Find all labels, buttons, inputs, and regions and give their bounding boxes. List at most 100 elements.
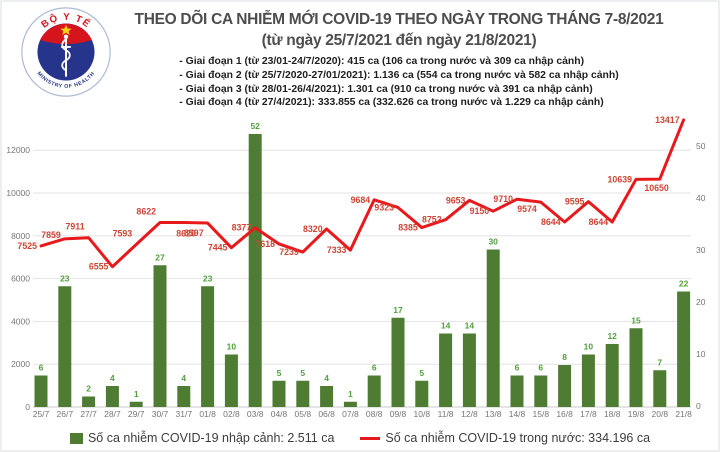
chart-title: THEO DÕI CA NHIỄM MỚI COVID-19 THEO NGÀY… xyxy=(134,11,664,28)
left-axis-tick-label: 4000 xyxy=(11,316,30,326)
x-axis-label-16/8: 16/8 xyxy=(556,409,573,419)
star-icon xyxy=(60,24,72,36)
left-axis-tick-label: 6000 xyxy=(11,274,30,284)
line-value-label: 8644 xyxy=(589,217,609,227)
logo-red-band xyxy=(40,23,92,45)
x-axis-label-19/8: 19/8 xyxy=(628,409,645,419)
bar-16/8 xyxy=(558,365,572,407)
bar-09/8 xyxy=(391,317,405,407)
line-value-label: 9323 xyxy=(374,202,394,212)
bar-value-label: 6 xyxy=(538,363,543,373)
bar-29/7 xyxy=(129,401,143,407)
left-axis-tick-label: 2000 xyxy=(11,359,30,369)
bar-value-label: 4 xyxy=(181,373,186,383)
bar-value-label: 10 xyxy=(584,342,594,352)
bar-value-label: 8 xyxy=(562,352,567,362)
bar-05/8 xyxy=(296,380,310,407)
left-axis-tick-label: 12000 xyxy=(6,145,30,155)
line-value-label: 7525 xyxy=(17,241,37,251)
staff-snake-icon xyxy=(60,34,72,77)
bar-02/8 xyxy=(224,354,238,407)
bar-value-label: 4 xyxy=(324,373,329,383)
line-value-label: 9574 xyxy=(517,204,537,214)
line-value-label: 8622 xyxy=(136,206,156,216)
line-value-label: 8752 xyxy=(422,215,442,225)
bar-06/8 xyxy=(320,386,334,407)
x-axis-label-17/8: 17/8 xyxy=(580,409,597,419)
line-value-label: 8620 xyxy=(176,229,196,239)
right-axis-tick-label: 40 xyxy=(696,193,706,203)
line-value-label: 10650 xyxy=(644,183,669,193)
bar-17/8 xyxy=(581,354,595,407)
moh-logo: BỘ Y TẾ MINISTRY OF HEALTH xyxy=(20,6,112,98)
line-value-label: 6555 xyxy=(89,262,109,272)
bar-value-label: 15 xyxy=(631,315,641,325)
legend: Số ca nhiễm COVID-19 nhập cảnh: 2.511 ca… xyxy=(0,431,720,445)
x-axis-label-11/8: 11/8 xyxy=(438,409,454,419)
phase-4-summary: - Giai đoạn 4 (từ 27/4/2021): 333.855 ca… xyxy=(179,97,604,109)
x-axis-label-25/7: 25/7 xyxy=(33,409,50,419)
bar-value-label: 10 xyxy=(227,342,237,352)
bar-03/8 xyxy=(248,134,262,407)
line-value-label: 8597 xyxy=(184,228,204,238)
bar-value-label: 5 xyxy=(277,368,282,378)
bar-27/7 xyxy=(82,396,96,407)
bar-13/8 xyxy=(486,249,500,407)
x-axis-label-09/8: 09/8 xyxy=(390,409,407,419)
x-axis-label-13/8: 13/8 xyxy=(485,409,502,419)
x-axis-label-30/7: 30/7 xyxy=(152,409,169,419)
line-value-label: 8385 xyxy=(398,223,418,233)
bar-value-label: 5 xyxy=(419,368,424,378)
line-value-label: 7859 xyxy=(41,230,61,240)
left-axis-tick-label: 10000 xyxy=(6,188,30,198)
bar-08/8 xyxy=(367,375,381,407)
phase-summary-list: - Giai đoạn 1 (từ 23/01-24/7/2020): 415 … xyxy=(179,55,618,110)
legend-item-imported: Số ca nhiễm COVID-19 nhập cảnh: 2.511 ca xyxy=(69,431,334,445)
bar-10/8 xyxy=(415,380,429,407)
moh-logo-svg: BỘ Y TẾ MINISTRY OF HEALTH xyxy=(21,7,111,97)
x-axis-label-27/7: 27/7 xyxy=(80,409,97,419)
bar-18/8 xyxy=(605,344,619,407)
line-value-label: 8644 xyxy=(541,217,561,227)
line-value-label: 9595 xyxy=(565,197,585,207)
line-series-swatch xyxy=(360,436,381,440)
right-axis-tick-label: 20 xyxy=(696,297,706,307)
bar-value-label: 23 xyxy=(60,273,70,283)
bar-value-label: 22 xyxy=(679,279,689,289)
bar-value-label: 4 xyxy=(110,373,115,383)
bar-14/8 xyxy=(510,375,524,407)
x-axis-label-26/7: 26/7 xyxy=(57,409,74,419)
bar-value-label: 27 xyxy=(155,252,165,262)
bar-value-label: 30 xyxy=(488,237,498,247)
bar-value-label: 1 xyxy=(134,389,139,399)
line-value-label: 9684 xyxy=(351,195,371,205)
line-value-label: 8320 xyxy=(303,224,323,234)
x-axis-label-06/8: 06/8 xyxy=(318,409,335,419)
line-value-label: 13417 xyxy=(655,115,680,125)
line-value-label: 9150 xyxy=(470,206,490,216)
bar-30/7 xyxy=(153,265,167,407)
x-axis-label-28/7: 28/7 xyxy=(104,409,121,419)
x-axis-label-08/8: 08/8 xyxy=(366,409,383,419)
x-axis-label-07/8: 07/8 xyxy=(342,409,359,419)
bar-value-label: 5 xyxy=(300,368,305,378)
x-axis-label-14/8: 14/8 xyxy=(509,409,526,419)
bar-value-label: 14 xyxy=(441,321,451,331)
x-axis-label-12/8: 12/8 xyxy=(461,409,478,419)
bar-value-label: 2 xyxy=(86,384,91,394)
bar-value-label: 1 xyxy=(348,389,353,399)
bar-07/8 xyxy=(343,401,357,407)
line-value-label: 7445 xyxy=(208,243,228,253)
line-value-label: 7911 xyxy=(66,222,85,232)
line-value-label: 7618 xyxy=(255,239,275,249)
right-axis-tick-label: 50 xyxy=(696,141,706,151)
chart-subtitle: (từ ngày 25/7/2021 đến ngày 21/8/2021) xyxy=(261,32,537,49)
x-axis-label-18/8: 18/8 xyxy=(604,409,621,419)
line-value-label: 9653 xyxy=(446,195,466,205)
phase-2-summary: - Giai đoạn 2 (từ 25/7/2020-27/01/2021):… xyxy=(179,69,619,81)
bar-value-label: 12 xyxy=(607,331,617,341)
domestic-cases-line xyxy=(39,118,686,269)
bar-value-label: 6 xyxy=(515,363,520,373)
line-value-label: 9710 xyxy=(493,194,513,204)
